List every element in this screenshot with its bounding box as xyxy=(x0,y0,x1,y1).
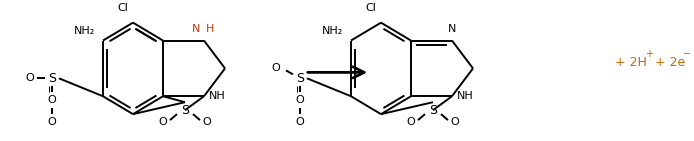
Text: O: O xyxy=(48,117,56,127)
Text: +: + xyxy=(645,49,653,60)
Text: O: O xyxy=(48,95,56,105)
Text: Cl: Cl xyxy=(117,3,128,13)
Text: NH₂: NH₂ xyxy=(322,26,343,36)
Text: O: O xyxy=(407,117,416,127)
Text: N: N xyxy=(192,24,200,34)
Text: O: O xyxy=(203,117,212,127)
Text: NH: NH xyxy=(209,91,226,101)
Text: NH: NH xyxy=(457,91,474,101)
Text: + 2e: + 2e xyxy=(655,56,685,69)
Text: S: S xyxy=(296,72,304,85)
Text: S: S xyxy=(48,72,56,85)
Text: O: O xyxy=(296,95,305,105)
Text: O: O xyxy=(159,117,167,127)
Text: O: O xyxy=(296,117,305,127)
Text: H: H xyxy=(206,24,214,34)
Text: S: S xyxy=(181,104,189,117)
Text: Cl: Cl xyxy=(366,3,376,13)
Text: O: O xyxy=(450,117,459,127)
Text: O: O xyxy=(26,73,35,83)
Text: + 2H: + 2H xyxy=(615,56,647,69)
Text: O: O xyxy=(271,63,280,73)
Text: −: − xyxy=(683,49,691,60)
Text: NH₂: NH₂ xyxy=(74,26,95,36)
Text: N: N xyxy=(448,24,456,34)
Text: S: S xyxy=(429,104,437,117)
